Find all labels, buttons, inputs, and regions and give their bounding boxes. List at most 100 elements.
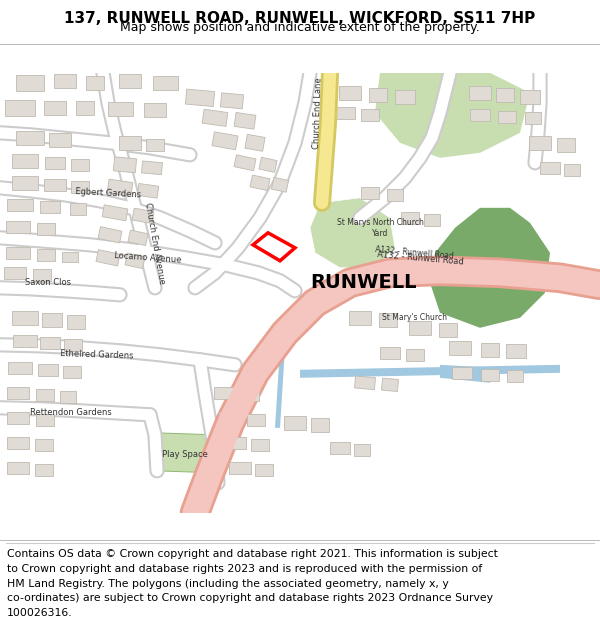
Bar [132, 208, 154, 224]
Text: Egbert Gardens: Egbert Gardens [75, 187, 142, 199]
Bar [224, 437, 246, 449]
Text: Church End Lane: Church End Lane [312, 77, 324, 149]
Bar [339, 86, 361, 100]
Bar [35, 439, 53, 451]
Bar [401, 212, 419, 224]
Bar [98, 227, 122, 243]
Bar [247, 414, 265, 426]
Bar [354, 444, 370, 456]
Bar [12, 154, 38, 168]
Bar [349, 311, 371, 325]
Text: co-ordinates) are subject to Crown copyright and database rights 2023 Ordnance S: co-ordinates) are subject to Crown copyr… [7, 593, 493, 603]
Bar [369, 88, 387, 102]
Bar [70, 202, 86, 215]
Text: St Marys North Church
Yard: St Marys North Church Yard [337, 218, 424, 238]
Bar [202, 109, 228, 126]
Bar [284, 416, 306, 430]
Polygon shape [430, 208, 550, 328]
Bar [64, 339, 82, 351]
Bar [506, 344, 526, 357]
Bar [146, 139, 164, 151]
Text: Map shows position and indicative extent of the property.: Map shows position and indicative extent… [120, 21, 480, 34]
Bar [395, 90, 415, 104]
Bar [67, 315, 85, 329]
Bar [8, 362, 32, 374]
Bar [40, 201, 60, 212]
Bar [63, 366, 81, 378]
Bar [229, 462, 251, 474]
Bar [13, 335, 37, 347]
Bar [234, 112, 256, 129]
Bar [113, 157, 137, 172]
Bar [42, 312, 62, 327]
Polygon shape [275, 348, 285, 428]
Bar [137, 184, 159, 198]
Bar [311, 418, 329, 432]
Bar [128, 230, 148, 246]
Bar [4, 267, 26, 279]
Bar [214, 387, 236, 399]
Bar [16, 75, 44, 91]
Bar [107, 179, 133, 196]
Bar [96, 249, 120, 266]
Polygon shape [300, 365, 560, 378]
Bar [54, 74, 76, 88]
Text: to Crown copyright and database rights 2023 and is reproduced with the permissio: to Crown copyright and database rights 2… [7, 564, 482, 574]
Bar [6, 221, 30, 232]
Bar [520, 90, 540, 104]
Bar [45, 157, 65, 169]
Bar [33, 269, 51, 281]
Bar [71, 159, 89, 171]
Bar [481, 369, 499, 381]
Bar [40, 337, 60, 349]
Bar [361, 109, 379, 121]
Bar [439, 322, 457, 337]
Bar [406, 349, 424, 361]
Text: A132 - Runwell Road: A132 - Runwell Road [376, 249, 464, 266]
Bar [355, 376, 376, 389]
Polygon shape [375, 72, 530, 158]
Bar [424, 214, 440, 226]
Bar [259, 158, 277, 172]
Bar [7, 199, 33, 211]
Bar [219, 412, 241, 424]
Bar [37, 222, 55, 235]
Bar [44, 179, 66, 191]
Bar [540, 162, 560, 174]
Bar [251, 439, 269, 451]
Bar [7, 437, 29, 449]
Text: 137, RUNWELL ROAD, RUNWELL, WICKFORD, SS11 7HP: 137, RUNWELL ROAD, RUNWELL, WICKFORD, SS… [64, 11, 536, 26]
Bar [452, 367, 472, 379]
Text: A132 - Runwell Road: A132 - Runwell Road [376, 245, 455, 261]
Bar [212, 132, 238, 150]
Text: Contains OS data © Crown copyright and database right 2021. This information is : Contains OS data © Crown copyright and d… [7, 549, 498, 559]
Bar [71, 181, 89, 192]
Bar [107, 102, 133, 116]
Bar [38, 364, 58, 376]
Bar [119, 136, 141, 150]
Bar [379, 312, 397, 327]
Bar [250, 175, 270, 191]
Bar [241, 389, 259, 401]
Bar [245, 134, 265, 151]
Bar [525, 112, 541, 124]
Text: Locarno Avenue: Locarno Avenue [114, 251, 182, 264]
Bar [6, 247, 30, 259]
Bar [330, 442, 350, 454]
Bar [449, 341, 471, 355]
Bar [102, 205, 128, 221]
Bar [380, 347, 400, 359]
Bar [62, 252, 78, 262]
Bar [86, 76, 104, 90]
Bar [496, 88, 514, 102]
Bar [382, 378, 398, 391]
Bar [12, 176, 38, 190]
Bar [361, 187, 379, 199]
Bar [16, 131, 44, 145]
Bar [142, 161, 163, 174]
Bar [255, 464, 273, 476]
Bar [144, 103, 166, 117]
Text: Church End Avenue: Church End Avenue [143, 201, 167, 284]
Bar [481, 342, 499, 357]
Bar [12, 311, 38, 325]
